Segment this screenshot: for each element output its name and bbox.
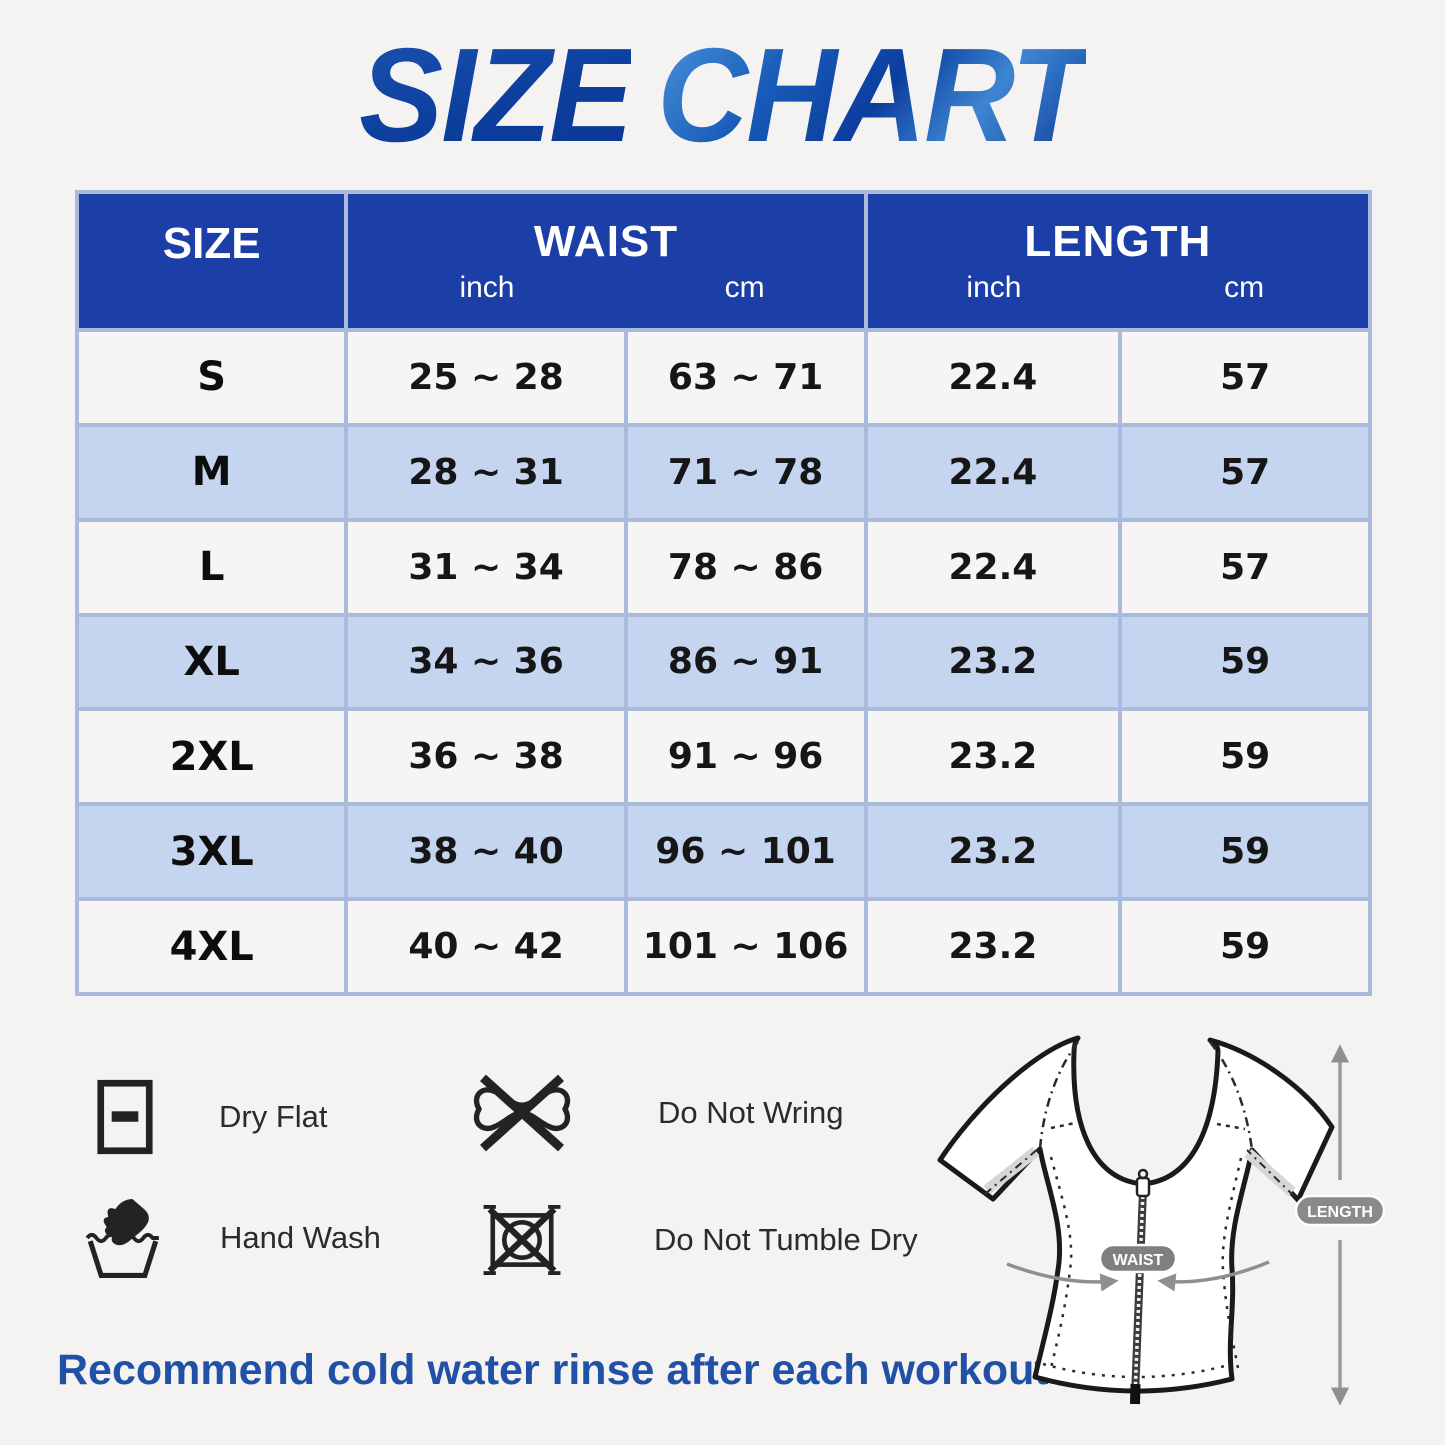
length-cm-cell: 59 (1122, 616, 1368, 708)
col-header-waist: WAIST inch cm (348, 194, 864, 328)
length-cm-cell: 59 (1122, 711, 1368, 803)
col-header-size: SIZE (79, 194, 345, 328)
footer-note: Recommend cold water rinse after each wo… (57, 1346, 1061, 1394)
page-title: SIZE CHART (0, 18, 1445, 172)
length-pill: LENGTH (1294, 1194, 1386, 1227)
title-word-chart: CHART (657, 20, 1088, 170)
do-not-tumble-dry-icon (483, 1205, 561, 1275)
care-label: Do Not Tumble Dry (654, 1222, 918, 1257)
zipper (1130, 1168, 1151, 1405)
size-cell: L (79, 521, 345, 613)
care-item-do-not-tumble-dry: Do Not Tumble Dry (482, 1200, 918, 1280)
waist-inch-unit: inch (459, 271, 515, 304)
size-cell: 3XL (79, 806, 345, 898)
size-cell: 2XL (79, 711, 345, 803)
length-inch-unit: inch (966, 271, 1022, 304)
waist-pill: WAIST (1098, 1243, 1178, 1274)
waist-pill-label: WAIST (1113, 1252, 1164, 1269)
waist-cm-cell: 63 ~ 71 (627, 332, 864, 423)
care-label: Do Not Wring (658, 1095, 844, 1130)
waist-inch-cell: 40 ~ 42 (348, 901, 624, 992)
length-cm-unit: cm (1224, 271, 1265, 304)
length-inch-cell: 23.2 (867, 616, 1119, 708)
length-inch-cell: 22.4 (867, 521, 1119, 613)
waist-arrows-icon (1006, 1260, 1270, 1292)
size-cell: 4XL (79, 901, 345, 992)
length-inch-cell: 23.2 (867, 711, 1119, 803)
col-header-length: LENGTH inch cm (867, 194, 1368, 328)
waist-cm-cell: 86 ~ 91 (627, 616, 864, 708)
care-item-do-not-wring: Do Not Wring (466, 1072, 844, 1154)
waist-cm-cell: 101 ~ 106 (627, 901, 864, 992)
length-cm-cell: 57 (1122, 332, 1368, 423)
waist-cm-cell: 71 ~ 78 (627, 426, 864, 518)
length-cm-cell: 57 (1122, 521, 1368, 613)
length-inch-cell: 23.2 (867, 806, 1119, 898)
waist-units-row: inch cm (348, 271, 863, 305)
size-cell: S (79, 332, 345, 423)
dry-flat-icon (97, 1079, 153, 1155)
waist-cm-cell: 78 ~ 86 (627, 521, 864, 613)
col-header-size-label: SIZE (162, 219, 261, 268)
title-word-size: SIZE (359, 20, 633, 170)
waist-cm-unit: cm (724, 271, 765, 304)
garment-diagram: WAIST LENGTH (937, 1035, 1386, 1406)
waist-cm-cell: 96 ~ 101 (627, 806, 864, 898)
size-cell: M (79, 426, 345, 518)
length-cm-cell: 59 (1122, 806, 1368, 898)
waist-inch-cell: 36 ~ 38 (348, 711, 624, 803)
length-inch-cell: 22.4 (867, 332, 1119, 423)
care-label: Hand Wash (220, 1220, 381, 1255)
size-table: SIZE WAIST inch cm LENGTH inch cm S 25 ~… (75, 190, 1372, 996)
col-header-length-label: LENGTH (1024, 217, 1212, 266)
waist-inch-cell: 25 ~ 28 (348, 332, 624, 423)
do-not-wring-icon (473, 1074, 571, 1152)
length-inch-cell: 22.4 (867, 426, 1119, 518)
waist-inch-cell: 34 ~ 36 (348, 616, 624, 708)
col-header-waist-label: WAIST (533, 217, 679, 266)
waist-inch-cell: 28 ~ 31 (348, 426, 624, 518)
waist-inch-cell: 38 ~ 40 (348, 806, 624, 898)
care-item-hand-wash: Hand Wash (84, 1192, 381, 1284)
size-cell: XL (79, 616, 345, 708)
length-inch-cell: 23.2 (867, 901, 1119, 992)
hand-wash-icon (85, 1199, 159, 1278)
length-pill-label: LENGTH (1307, 1204, 1373, 1221)
length-units-row: inch cm (868, 271, 1368, 305)
waist-inch-cell: 31 ~ 34 (348, 521, 624, 613)
care-label: Dry Flat (219, 1099, 328, 1134)
garment-illustration (937, 1035, 1335, 1405)
length-cm-cell: 59 (1122, 901, 1368, 992)
care-item-dry-flat: Dry Flat (95, 1078, 328, 1156)
waist-cm-cell: 91 ~ 96 (627, 711, 864, 803)
length-cm-cell: 57 (1122, 426, 1368, 518)
